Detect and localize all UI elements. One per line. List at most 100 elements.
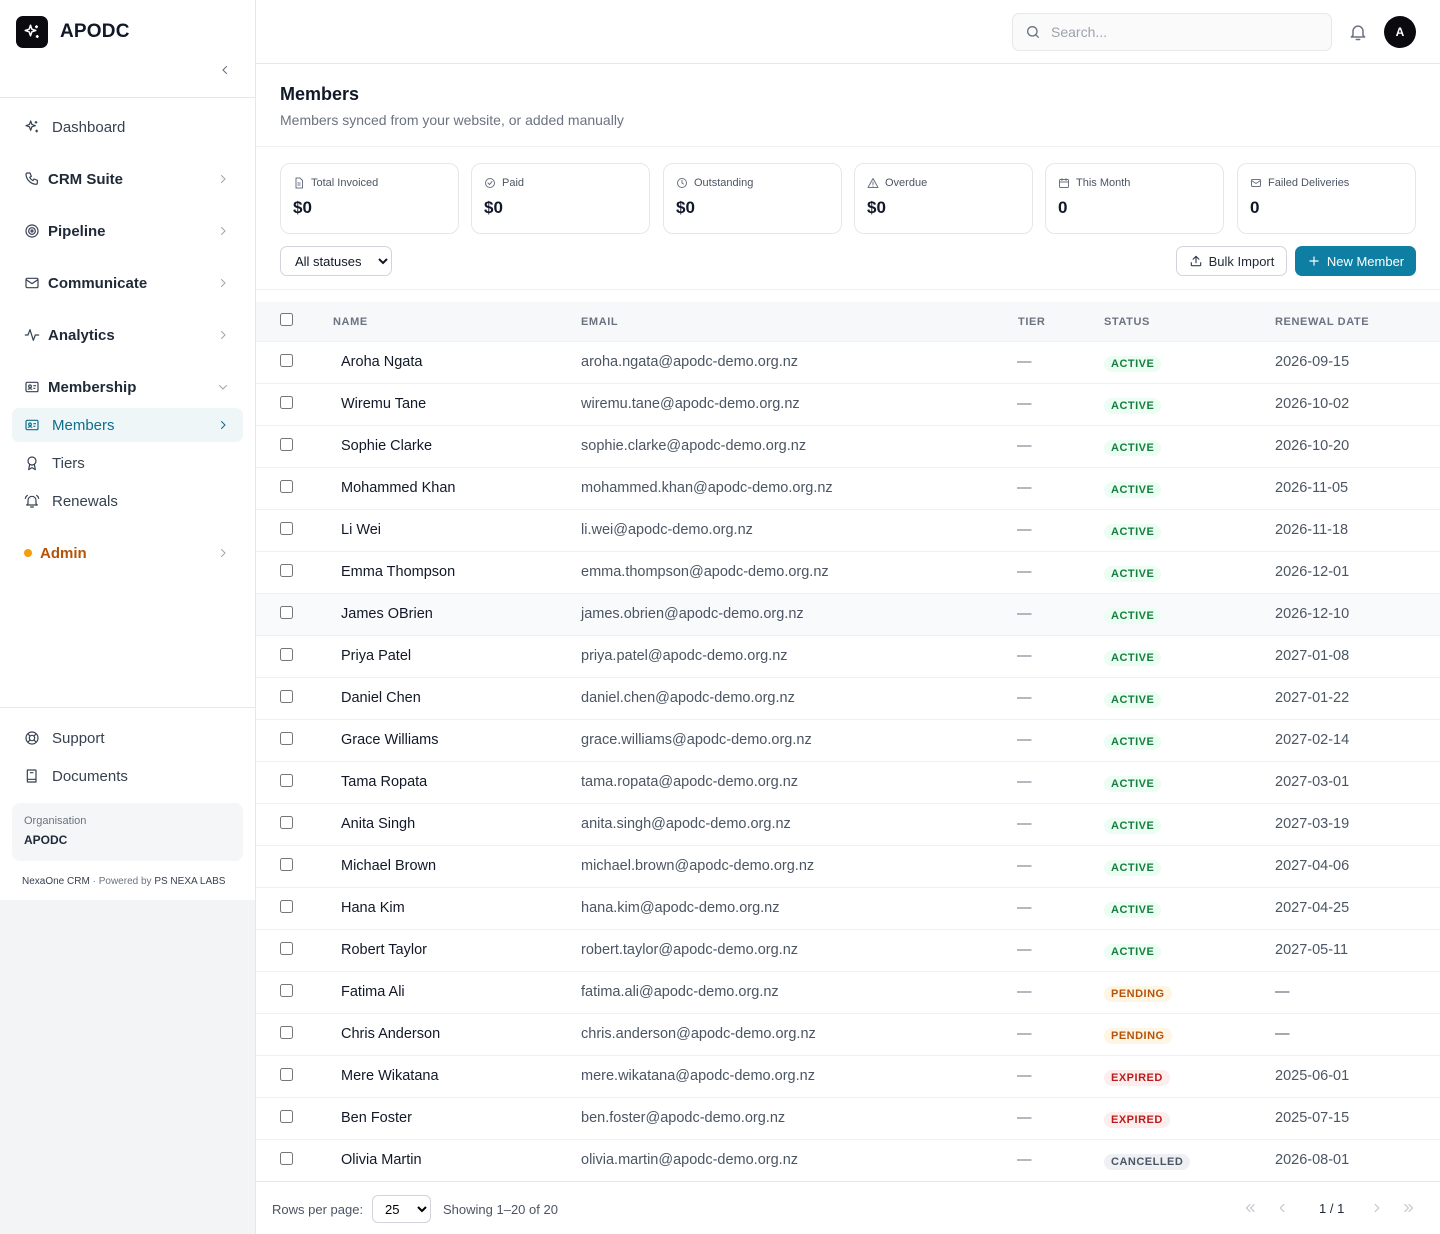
row-checkbox[interactable]	[280, 438, 293, 451]
sidebar-item-pipeline[interactable]: Pipeline	[12, 214, 243, 248]
table-row[interactable]: Sophie Clarke sophie.clarke@apodc-demo.or…	[256, 426, 1440, 468]
sidebar-item-analytics[interactable]: Analytics	[12, 318, 243, 352]
table-row[interactable]: Fatima Ali fatima.ali@apodc-demo.org.nz — P…	[256, 972, 1440, 1014]
table-row[interactable]: Grace Williams grace.williams@apodc-demo.…	[256, 720, 1440, 762]
table-row[interactable]: Daniel Chen daniel.chen@apodc-demo.org.nz…	[256, 678, 1440, 720]
table-row[interactable]: Aroha Ngata aroha.ngata@apodc-demo.org.nz…	[256, 342, 1440, 384]
stat-label: Failed Deliveries	[1268, 177, 1350, 189]
row-checkbox[interactable]	[280, 480, 293, 493]
sidebar-item-documents[interactable]: Documents	[12, 759, 243, 793]
member-name[interactable]: Anita Singh	[341, 816, 416, 832]
row-checkbox[interactable]	[280, 858, 293, 871]
table-row[interactable]: James OBrien james.obrien@apodc-demo.org.…	[256, 594, 1440, 636]
search-input[interactable]	[1051, 24, 1311, 40]
member-name[interactable]: Mere Wikatana	[341, 1068, 439, 1084]
member-name[interactable]: Priya Patel	[341, 648, 412, 664]
member-name[interactable]: Robert Taylor	[341, 942, 427, 958]
table-row[interactable]: Priya Patel priya.patel@apodc-demo.org.nz…	[256, 636, 1440, 678]
member-name[interactable]: Olivia Martin	[341, 1152, 422, 1168]
member-name[interactable]: Chris Anderson	[341, 1026, 441, 1042]
sidebar-item-support[interactable]: Support	[12, 721, 243, 755]
member-name[interactable]: James OBrien	[341, 606, 433, 622]
column-header-email[interactable]: EMAIL	[581, 316, 619, 328]
last-page-button[interactable]	[1401, 1200, 1417, 1216]
row-checkbox[interactable]	[280, 1152, 293, 1165]
member-tier: —	[1017, 984, 1032, 1000]
table-row[interactable]: Michael Brown michael.brown@apodc-demo.or…	[256, 846, 1440, 888]
row-checkbox[interactable]	[280, 396, 293, 409]
search-box[interactable]	[1012, 13, 1332, 51]
table-row[interactable]: Mere Wikatana mere.wikatana@apodc-demo.or…	[256, 1056, 1440, 1098]
sidebar-item-admin[interactable]: Admin	[12, 536, 243, 570]
row-checkbox[interactable]	[280, 1026, 293, 1039]
row-checkbox[interactable]	[280, 690, 293, 703]
row-checkbox[interactable]	[280, 522, 293, 535]
status-filter-select[interactable]: All statuses	[280, 246, 392, 276]
rows-per-page-select[interactable]: 25	[372, 1195, 431, 1223]
row-checkbox[interactable]	[280, 1110, 293, 1123]
member-email: mohammed.khan@apodc-demo.org.nz	[581, 480, 833, 496]
member-name[interactable]: Daniel Chen	[341, 690, 421, 706]
row-checkbox[interactable]	[280, 564, 293, 577]
next-page-button[interactable]	[1369, 1200, 1385, 1216]
column-header-name[interactable]: NAME	[333, 316, 368, 328]
member-name[interactable]: Emma Thompson	[341, 564, 456, 580]
avatar[interactable]: A	[1384, 16, 1416, 48]
column-header-renewal-date[interactable]: RENEWAL DATE	[1275, 316, 1370, 328]
brand[interactable]: APODC	[16, 16, 130, 48]
row-checkbox[interactable]	[280, 942, 293, 955]
column-header-status[interactable]: STATUS	[1104, 316, 1150, 328]
member-name[interactable]: Li Wei	[341, 522, 382, 538]
row-checkbox[interactable]	[280, 984, 293, 997]
bulk-import-button[interactable]: Bulk Import	[1176, 246, 1287, 276]
table-row[interactable]: Tama Ropata tama.ropata@apodc-demo.org.nz…	[256, 762, 1440, 804]
column-header-tier[interactable]: TIER	[1018, 316, 1046, 328]
member-name[interactable]: Sophie Clarke	[341, 438, 433, 454]
member-name[interactable]: Aroha Ngata	[341, 354, 423, 370]
table-row[interactable]: Wiremu Tane wiremu.tane@apodc-demo.org.nz…	[256, 384, 1440, 426]
sidebar-item-dashboard[interactable]: Dashboard	[12, 110, 243, 144]
member-name[interactable]: Hana Kim	[341, 900, 405, 916]
row-checkbox[interactable]	[280, 354, 293, 367]
sidebar-item-communicate[interactable]: Communicate	[12, 266, 243, 300]
member-name[interactable]: Wiremu Tane	[341, 396, 427, 412]
organisation-card[interactable]: Organisation APODC	[12, 803, 243, 861]
row-checkbox[interactable]	[280, 732, 293, 745]
row-checkbox[interactable]	[280, 1068, 293, 1081]
table-row[interactable]: Emma Thompson emma.thompson@apodc-demo.or…	[256, 552, 1440, 594]
row-checkbox[interactable]	[280, 774, 293, 787]
table-row[interactable]: Chris Anderson chris.anderson@apodc-demo.…	[256, 1014, 1440, 1056]
member-name[interactable]: Ben Foster	[341, 1110, 412, 1126]
member-name[interactable]: Mohammed Khan	[341, 480, 456, 496]
sidebar-item-crm-suite[interactable]: CRM Suite	[12, 162, 243, 196]
collapse-sidebar-button[interactable]	[214, 60, 236, 80]
table-row[interactable]: Ben Foster ben.foster@apodc-demo.org.nz — E…	[256, 1098, 1440, 1140]
select-all-checkbox[interactable]	[280, 313, 293, 326]
row-checkbox[interactable]	[280, 900, 293, 913]
member-name[interactable]: Tama Ropata	[341, 774, 428, 790]
renewal-date: 2025-06-01	[1275, 1068, 1350, 1084]
table-row[interactable]: Anita Singh anita.singh@apodc-demo.org.nz…	[256, 804, 1440, 846]
member-name[interactable]: Grace Williams	[341, 732, 439, 748]
bell-icon[interactable]	[1348, 22, 1368, 42]
previous-page-button[interactable]	[1274, 1200, 1290, 1216]
table-row[interactable]: Li Wei li.wei@apodc-demo.org.nz — ACTIVE 202…	[256, 510, 1440, 552]
row-checkbox[interactable]	[280, 648, 293, 661]
table-row[interactable]: Robert Taylor robert.taylor@apodc-demo.or…	[256, 930, 1440, 972]
sidebar-item-renewals[interactable]: Renewals	[12, 484, 243, 518]
new-member-button[interactable]: New Member	[1295, 246, 1416, 276]
row-checkbox[interactable]	[280, 606, 293, 619]
table-row[interactable]: Olivia Martin olivia.martin@apodc-demo.or…	[256, 1140, 1440, 1182]
first-page-button[interactable]	[1242, 1200, 1258, 1216]
sidebar-item-tiers[interactable]: Tiers	[12, 446, 243, 480]
member-email: grace.williams@apodc-demo.org.nz	[581, 732, 812, 748]
sidebar-item-members[interactable]: Members	[12, 408, 243, 442]
renewal-date: 2025-07-15	[1275, 1110, 1350, 1126]
table-row[interactable]: Mohammed Khan mohammed.khan@apodc-demo.or…	[256, 468, 1440, 510]
file-icon	[293, 177, 305, 189]
member-name[interactable]: Michael Brown	[341, 858, 437, 874]
sidebar-item-membership[interactable]: Membership	[12, 370, 243, 404]
member-name[interactable]: Fatima Ali	[341, 984, 405, 1000]
table-row[interactable]: Hana Kim hana.kim@apodc-demo.org.nz — ACTIV…	[256, 888, 1440, 930]
row-checkbox[interactable]	[280, 816, 293, 829]
